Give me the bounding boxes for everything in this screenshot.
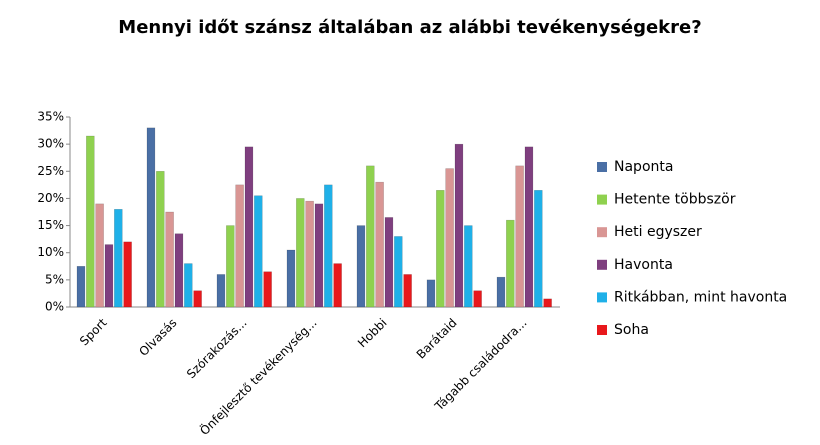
y-tick-label: 25% — [37, 164, 64, 178]
y-tick-label: 20% — [37, 191, 64, 205]
bar — [95, 203, 104, 308]
bar — [534, 190, 543, 308]
bar — [226, 225, 235, 308]
bar — [104, 244, 114, 308]
x-tick-label: Barátaid — [414, 316, 460, 362]
legend-swatch — [597, 325, 607, 335]
legend-label: Heti egyszer — [614, 224, 702, 240]
bar — [436, 190, 445, 308]
bar — [473, 290, 482, 308]
bar — [146, 127, 156, 308]
bar — [394, 236, 403, 308]
bar — [296, 198, 305, 308]
x-tick-label: Önfejlesztő tevékenység... — [196, 314, 320, 438]
legend-swatch — [597, 227, 607, 238]
y-tick-label: 30% — [37, 137, 64, 151]
bar — [324, 184, 333, 308]
bar — [263, 271, 272, 308]
bar — [114, 209, 123, 308]
bar — [254, 195, 263, 308]
legend-label: Ritkábban, mint havonta — [614, 289, 787, 305]
legend-swatch — [597, 162, 607, 172]
bar — [314, 203, 324, 308]
bar — [426, 279, 436, 308]
bar — [496, 276, 506, 308]
bar — [403, 274, 412, 308]
bar — [454, 143, 464, 308]
x-tick-label: Hobbi — [355, 316, 390, 351]
bar — [506, 219, 515, 308]
bar — [184, 263, 193, 308]
legend-swatch — [597, 194, 607, 205]
y-tick-label: 10% — [37, 245, 64, 259]
legend-swatch — [597, 259, 607, 270]
bar — [86, 135, 95, 308]
bar — [366, 165, 375, 308]
y-tick-label: 0% — [45, 300, 64, 314]
legend-label: Hetente többször — [614, 192, 736, 208]
bar — [524, 146, 534, 308]
bar — [174, 233, 184, 308]
bar — [286, 249, 296, 308]
bar — [445, 168, 454, 308]
bar — [123, 241, 132, 308]
bar — [543, 298, 552, 308]
x-tick-label: Olvasás — [136, 316, 179, 359]
bar — [216, 274, 226, 308]
y-tick-label: 5% — [45, 272, 64, 286]
bar — [356, 225, 366, 308]
legend-label: Soha — [614, 322, 649, 338]
x-tick-label: Sport — [77, 315, 110, 348]
bar — [384, 217, 394, 308]
y-tick-label: 35% — [37, 110, 64, 124]
bar — [375, 181, 384, 308]
legend-label: Naponta — [614, 159, 673, 175]
bar — [235, 184, 244, 308]
bar — [193, 290, 202, 308]
x-tick-label: Szórakozás... — [184, 316, 250, 382]
y-tick-label: 15% — [37, 218, 64, 232]
bar — [156, 171, 165, 308]
bar — [165, 211, 174, 308]
chart-title: Mennyi időt szánsz általában az alábbi t… — [118, 17, 701, 38]
bar — [515, 165, 524, 308]
bar — [244, 146, 254, 308]
bar — [464, 225, 473, 308]
bar — [333, 263, 342, 308]
legend-label: Havonta — [614, 257, 673, 273]
legend-swatch — [597, 292, 607, 303]
bar — [76, 266, 86, 308]
bar — [305, 200, 314, 308]
